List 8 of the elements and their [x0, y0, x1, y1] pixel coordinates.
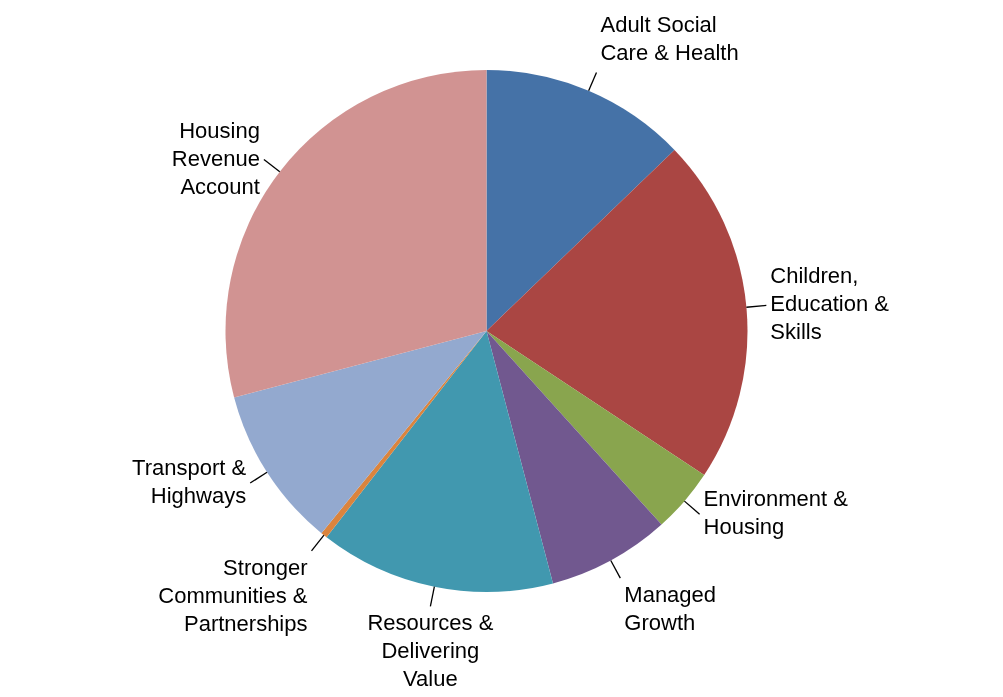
slice-label: Transport & Highways — [132, 455, 247, 509]
slice-label: Children, Education & Skills — [770, 263, 890, 345]
slice-label: Managed Growth — [624, 582, 717, 636]
slice-label: Environment & Housing — [703, 486, 849, 540]
slice-label: Stronger Communities & Partnerships — [158, 554, 308, 636]
slice-label: Housing Revenue Account — [171, 117, 260, 199]
slice-label: Adult Social Care & Health — [600, 12, 739, 66]
slice-label: Resources & Delivering Value — [367, 610, 494, 692]
